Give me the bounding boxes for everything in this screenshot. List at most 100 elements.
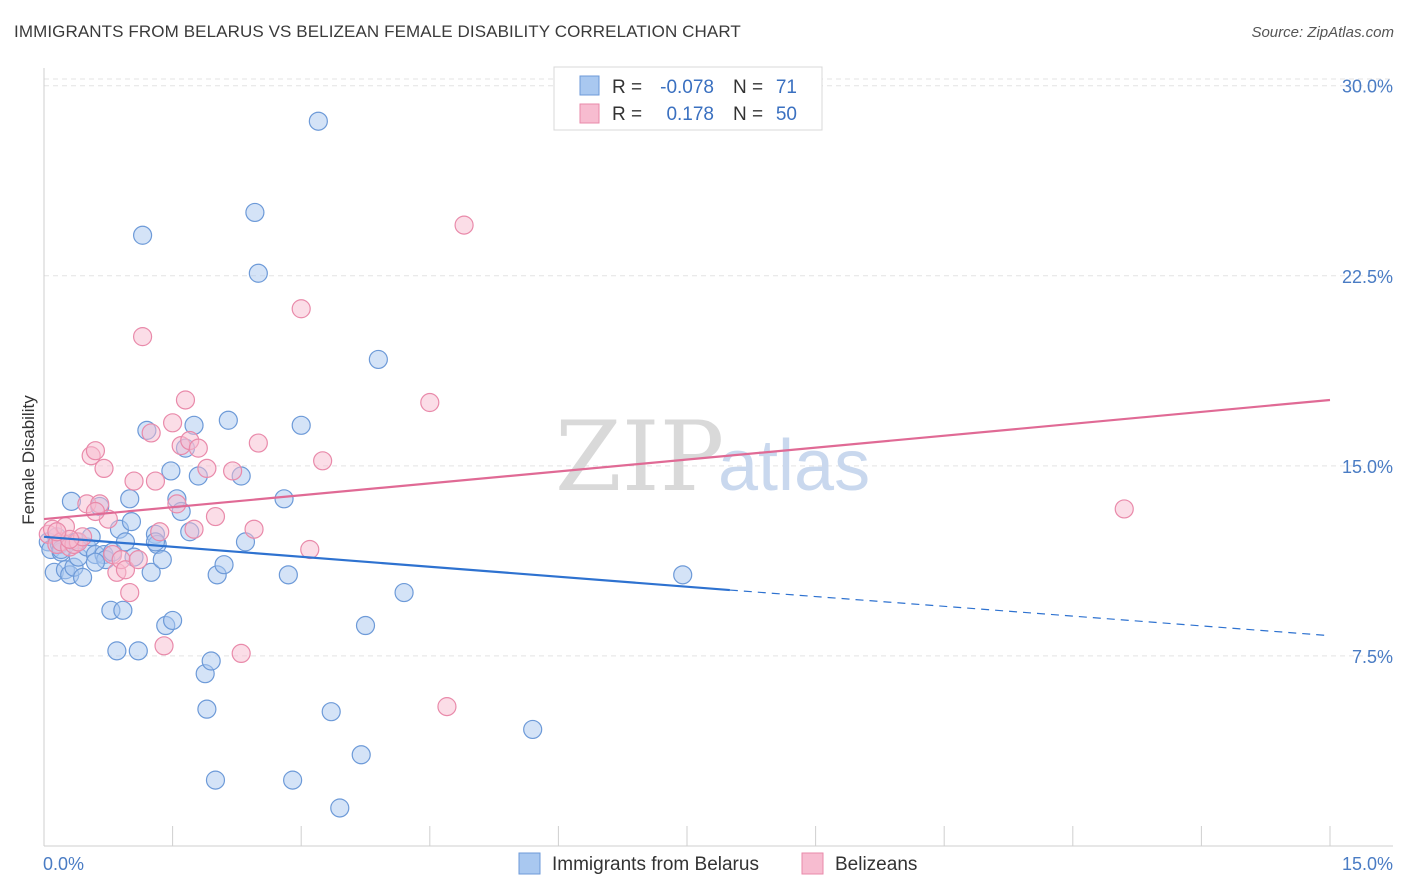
y-tick-labels: 7.5% 15.0% 22.5% 30.0% [1342, 77, 1393, 667]
belarus-point-59 [308, 111, 328, 131]
belizean-point-23 [145, 471, 166, 491]
belarus-point-60 [321, 702, 341, 722]
belizean-point-42 [420, 392, 440, 413]
belarus-point-45 [197, 699, 217, 719]
belizean-point-32 [188, 438, 208, 458]
legend-r-value-1: -0.078 [660, 77, 714, 98]
belarus-point-63 [355, 615, 376, 636]
y-tick-label-3: 30.0% [1342, 77, 1393, 97]
axes [43, 68, 1393, 847]
belarus-point-46 [201, 651, 221, 671]
belarus-point-28 [128, 641, 148, 661]
belarus-point-65 [394, 582, 414, 603]
trend-line-belizean [43, 398, 1331, 521]
belarus-point-21 [107, 641, 127, 661]
belizean-point-22 [141, 423, 161, 443]
watermark: ZIP atlas [555, 401, 870, 513]
watermark-zip: ZIP [555, 401, 724, 513]
belizean-point-21 [132, 327, 153, 347]
bottom-legend-label-belizean: Belizeans [835, 854, 917, 875]
trend-line-belarus [43, 535, 730, 592]
belarus-point-64 [368, 349, 388, 370]
belarus-point-37 [163, 610, 183, 631]
trend-lines [43, 398, 1331, 637]
belarus-point-66 [523, 719, 543, 740]
belarus-point-67 [673, 565, 693, 585]
legend-n-value-1: 71 [776, 77, 797, 98]
belarus-point-58 [291, 415, 311, 435]
belizean-point-36 [231, 643, 251, 664]
legend-box: R = -0.078 N = 71 R = 0.178 N = 50 [553, 66, 823, 131]
belarus-point-55 [274, 489, 294, 509]
grid-lines [44, 78, 1393, 657]
belizean-point-38 [248, 433, 268, 453]
x-tick-label-max: 15.0% [1342, 854, 1393, 874]
belarus-point-49 [214, 555, 234, 575]
belizean-point-43 [437, 697, 457, 717]
legend-r-label-1: R = [612, 77, 642, 98]
y-tick-label-1: 15.0% [1342, 457, 1393, 477]
belarus-point-57 [283, 770, 303, 790]
belarus-point-50 [218, 410, 238, 430]
chart-title: IMMIGRANTS FROM BELARUS VS BELIZEAN FEMA… [14, 22, 741, 41]
belarus-point-26 [121, 512, 142, 532]
bottom-legend-swatch-belizean [801, 852, 824, 875]
belarus-point-56 [278, 565, 298, 585]
belizean-point-39 [291, 299, 311, 319]
belarus-point-61 [330, 798, 350, 818]
belarus-point-68 [85, 552, 106, 572]
belarus-point-62 [351, 745, 371, 765]
belizean-point-29 [175, 390, 196, 410]
belarus-point-12 [72, 567, 93, 587]
watermark-atlas: atlas [718, 426, 870, 506]
belizean-point-11 [85, 441, 106, 461]
legend-r-label-2: R = [612, 104, 642, 125]
belizean-point-25 [154, 636, 174, 656]
belarus-point-31 [141, 562, 161, 582]
belizean-point-19 [120, 582, 140, 603]
belizean-point-44 [454, 215, 474, 235]
belizean-point-40 [300, 539, 320, 560]
bottom-legend-swatch-belarus [518, 852, 541, 875]
legend-n-value-2: 50 [776, 104, 797, 125]
belizean-point-24 [150, 522, 170, 542]
belizean-point-13 [94, 458, 114, 479]
belizean-point-27 [167, 494, 187, 514]
belizean-point-35 [223, 461, 243, 481]
belarus-point-29 [132, 225, 153, 245]
bottom-legend-label-belarus: Immigrants from Belarus [552, 854, 759, 875]
belarus-point-34 [152, 550, 172, 570]
belizean-point-33 [197, 458, 217, 479]
belizean-point-18 [115, 560, 136, 580]
belizean-point-31 [184, 519, 204, 539]
belizean-point-41 [313, 451, 333, 471]
belarus-point-36 [161, 461, 181, 481]
legend-swatch-belizean [579, 103, 600, 124]
belarus-point-54 [248, 263, 268, 283]
belarus-point-23 [113, 600, 133, 620]
belizean-point-34 [205, 506, 226, 527]
x-tick-labels: 0.0% 15.0% [43, 854, 1393, 874]
belizean-point-37 [244, 519, 264, 539]
legend-swatch-belarus [579, 75, 600, 96]
belizean-point-26 [163, 413, 183, 433]
belizean-point-49 [47, 522, 67, 542]
belizean-point-46 [85, 501, 106, 522]
chart-source: Source: ZipAtlas.com [1251, 24, 1394, 41]
legend-n-label-2: N = [733, 104, 763, 125]
trend-line-belarus-extension [729, 589, 1331, 637]
legend-r-value-2: 0.178 [666, 104, 714, 125]
belarus-point-47 [205, 770, 226, 790]
bottom-legend: Immigrants from Belarus Belizeans [518, 852, 917, 875]
x-tick-label-min: 0.0% [43, 854, 84, 874]
y-tick-label-2: 22.5% [1342, 267, 1393, 287]
y-tick-label-0: 7.5% [1352, 647, 1393, 667]
legend-n-label-1: N = [733, 77, 763, 98]
y-axis-label: Female Disability [19, 395, 38, 525]
belarus-point-53 [245, 202, 265, 223]
belizean-point-45 [1114, 499, 1134, 519]
belizean-point-48 [128, 550, 148, 570]
belarus-point-25 [120, 489, 140, 509]
belizean-point-20 [124, 471, 144, 491]
